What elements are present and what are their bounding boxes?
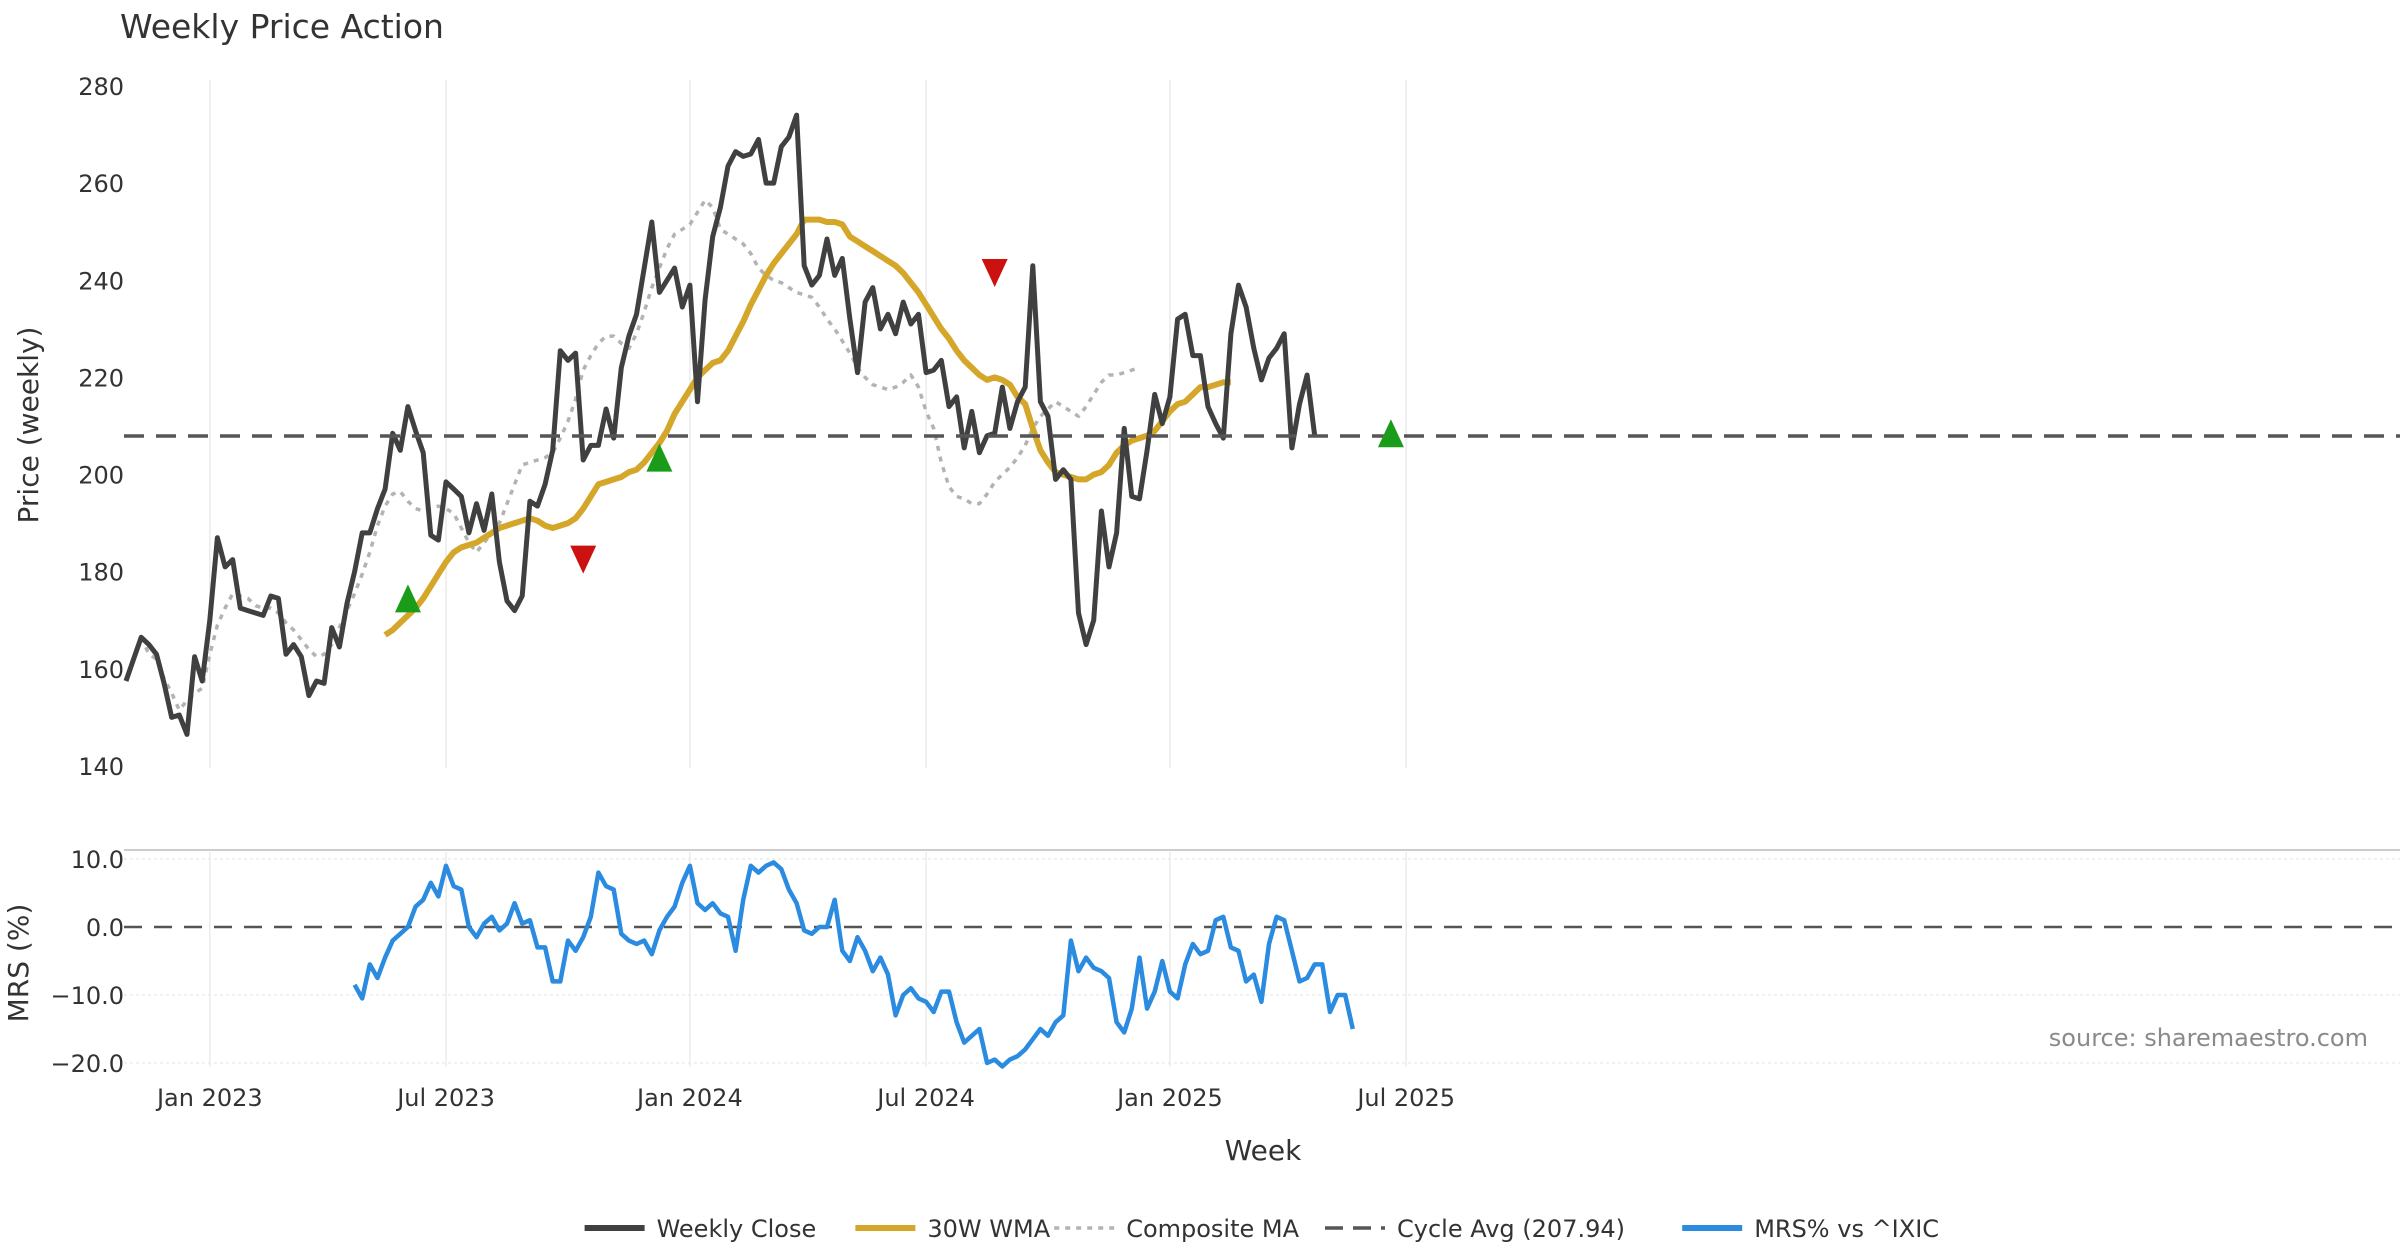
legend-label: Composite MA [1126, 1215, 1299, 1243]
mrs-series [352, 860, 1355, 1069]
price-y-tick-label: 240 [78, 267, 124, 295]
x-tick-label: Jan 2024 [635, 1084, 743, 1112]
price-gridlines [209, 80, 1407, 768]
x-axis: Jan 2023 Jul 2023 Jan 2024 Jul 2024 Jan 2025… [155, 1084, 1455, 1112]
legend-label: MRS% vs ^IXIC [1754, 1215, 1939, 1243]
x-tick-label: Jan 2025 [1115, 1084, 1223, 1112]
composite-ma-line [139, 198, 1141, 712]
x-tick-label: Jan 2023 [155, 1084, 263, 1112]
trade-signals [394, 259, 1404, 613]
x-tick-label: Jul 2023 [395, 1084, 495, 1112]
price-y-tick-label: 200 [78, 462, 124, 490]
price-y-axis: 140 160 180 200 220 240 260 280 [78, 73, 124, 781]
mrs-gridlines [124, 852, 2400, 1066]
price-y-tick-label: 140 [78, 753, 124, 781]
mrs-y-axis: 10.0 0.0 −10.0 −20.0 [50, 846, 124, 1078]
mrs-y-tick-label: 10.0 [71, 846, 124, 874]
price-y-tick-label: 180 [78, 559, 124, 587]
price-y-axis-label: Price (weekly) [12, 327, 45, 524]
mrs-y-axis-label: MRS (%) [2, 904, 35, 1023]
x-axis-label: Week [1225, 1134, 1302, 1167]
buy-signal-marker [394, 584, 421, 613]
legend-label: 30W WMA [927, 1215, 1050, 1243]
x-tick-label: Jul 2025 [1355, 1084, 1455, 1112]
mrs-y-tick-label: −20.0 [50, 1050, 124, 1078]
legend-label: Cycle Avg (207.94) [1397, 1215, 1625, 1243]
mrs-panel: 10.0 0.0 −10.0 −20.0 [50, 846, 2400, 1078]
price-y-tick-label: 260 [78, 170, 124, 198]
source-note: source: sharemaestro.com [2049, 1024, 2368, 1052]
price-y-tick-label: 220 [78, 364, 124, 392]
x-tick-label: Jul 2024 [875, 1084, 975, 1112]
mrs-y-tick-label: −10.0 [50, 982, 124, 1010]
chart-title: Weekly Price Action [120, 7, 444, 46]
mrs-y-tick-label: 0.0 [86, 914, 124, 942]
price-panel: 140 160 180 200 220 240 260 280 [78, 73, 2400, 781]
buy-signal-marker [646, 443, 673, 472]
legend: Weekly Close 30W WMA Composite MA Cycle Avg… [584, 1215, 1939, 1243]
buy-signal-marker [1377, 419, 1404, 448]
sell-signal-marker [570, 545, 597, 574]
price-series [123, 112, 2400, 737]
sell-signal-marker [981, 259, 1008, 287]
weekly-close-line [123, 112, 1318, 737]
price-y-tick-label: 160 [78, 656, 124, 684]
mrs-line [352, 860, 1355, 1069]
price-y-tick-label: 280 [78, 73, 124, 101]
legend-label: Weekly Close [657, 1215, 817, 1243]
